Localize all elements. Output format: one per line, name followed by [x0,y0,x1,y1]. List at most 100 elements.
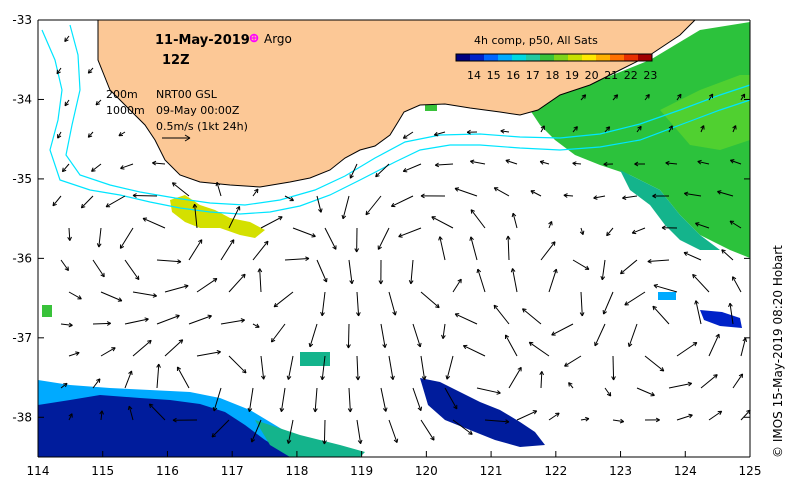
current-arrow [64,99,70,107]
current-arrow [68,351,80,357]
current-arrow [676,413,693,421]
colorbar-segment [624,54,639,61]
current-arrow [505,235,511,261]
legend-valid-time: 09-May 00:00Z [156,104,240,117]
current-arrow [511,212,518,229]
colorbar-tick-label: 20 [585,69,599,82]
current-arrow [454,187,478,197]
sst-bit-f [700,310,742,328]
current-arrow [740,93,746,101]
current-arrow [644,417,660,423]
current-arrow [730,159,742,165]
current-arrow [220,239,235,261]
sst-bit-d [300,352,330,366]
sst-bit-b [42,305,52,317]
current-arrow [721,249,734,261]
current-arrow [192,203,198,229]
current-arrow [308,323,318,348]
colorbar-tick-label: 14 [467,69,481,82]
current-arrow [652,193,670,199]
current-arrow [732,125,737,133]
colorbar-segment [568,54,583,61]
current-arrow [60,259,69,271]
scale-arrow [162,134,191,142]
sst-warm-east-light [660,75,750,150]
current-arrow [540,241,556,261]
sst-cool-south [420,378,545,447]
current-arrow [500,128,510,134]
current-arrow [729,220,742,229]
current-arrow [211,419,230,438]
axis-ticks [37,19,751,458]
y-tick-label: -36 [12,251,32,265]
current-arrow [652,305,670,325]
current-arrow [728,302,734,325]
current-arrow [349,163,358,179]
current-arrow [708,410,723,421]
current-arrow [220,318,245,325]
current-arrow [284,195,294,202]
colorbar-tick-label: 17 [526,69,540,82]
current-arrow [540,125,545,133]
current-arrow [620,259,638,275]
credit-text: © IMOS 15-May-2019 08:20 Hobart [771,245,785,458]
current-arrow [504,334,518,357]
sst-bit-c [425,105,437,111]
current-arrow [148,403,166,421]
current-arrow [444,387,458,410]
current-arrow [105,195,126,208]
current-arrow [431,216,454,229]
current-arrow [634,161,646,167]
time-label: 12Z [162,53,190,68]
current-arrow [470,209,486,229]
current-arrow [92,378,101,389]
current-arrow [61,163,70,173]
current-arrow [196,278,218,293]
current-arrow [539,160,550,165]
current-arrow [493,187,510,197]
x-tick-label: 123 [609,464,632,478]
current-arrow [156,259,182,264]
current-arrow [594,323,606,347]
colorbar-segment [526,54,541,61]
current-arrow [602,291,614,315]
current-arrow [572,126,578,133]
legend-contour-1000m: 1000m [106,104,145,117]
current-arrow [375,163,390,178]
current-arrow [346,323,351,349]
current-arrow [132,291,157,298]
current-arrow [212,387,222,412]
current-arrow [493,304,510,325]
current-arrow [434,162,454,168]
y-tick-label: -33 [12,13,32,27]
current-arrow [454,313,478,325]
current-arrow [52,195,62,207]
current-arrow [692,273,710,293]
current-arrow [252,323,260,328]
current-arrow [420,291,440,309]
current-arrow [348,259,354,285]
current-arrow [164,339,184,357]
current-arrow [118,131,126,137]
current-arrow [508,366,522,389]
x-tick-label: 117 [221,464,244,478]
current-arrow [420,419,435,441]
current-arrow [87,67,94,74]
current-arrow [87,131,94,138]
current-arrow [580,416,590,422]
x-tick-label: 115 [91,464,114,478]
current-arrow [56,67,62,75]
x-tick-label: 116 [156,464,179,478]
current-arrow [408,259,414,285]
current-arrow [593,195,606,200]
current-arrow [676,341,698,357]
colorbar-tick-label: 22 [624,69,638,82]
current-arrow [347,387,353,413]
current-arrow [100,347,116,357]
current-arrow [568,382,574,389]
current-arrow [466,129,478,135]
current-arrow [612,94,619,101]
colorbar-segment [596,54,611,61]
sst-bit-e [658,292,676,300]
current-arrow [611,355,616,381]
